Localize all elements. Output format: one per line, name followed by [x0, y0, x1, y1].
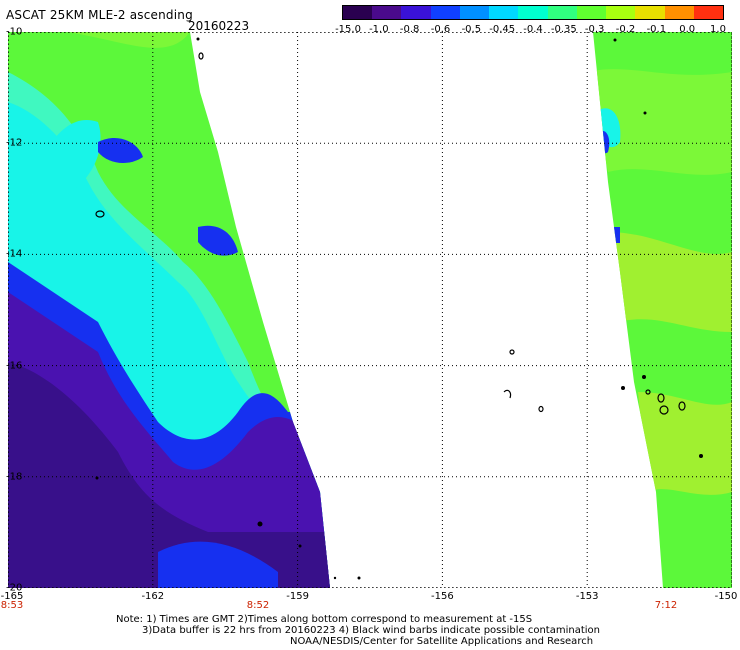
- colorbar-label: -0.45: [489, 24, 516, 35]
- colorbar-label: -0.8: [399, 24, 420, 35]
- latitude-label: -20: [6, 582, 23, 594]
- colorbar-swatch: [518, 6, 548, 19]
- longitude-label: -165: [0, 591, 24, 602]
- footnote-line-2: 3)Data buffer is 22 hrs from 20160223 4)…: [142, 625, 600, 636]
- map-plot: [8, 32, 732, 588]
- colorbar-label: -0.4: [523, 24, 543, 35]
- longitude-label: -150: [714, 591, 738, 602]
- colorbar-label: -0.3: [584, 24, 605, 35]
- contamination-barbs: [95, 37, 703, 580]
- longitude-label: -156: [431, 591, 454, 602]
- footnote-line-1: Note: 1) Times are GMT 2)Times along bot…: [116, 614, 533, 625]
- colorbar-label: -0.35: [550, 24, 577, 35]
- colorbar-label: 0.0: [679, 24, 696, 35]
- colorbar: [342, 5, 724, 20]
- colorbar-label: -0.6: [430, 24, 451, 35]
- colorbar-label: -0.5: [461, 24, 482, 35]
- latitude-label: -18: [6, 471, 23, 483]
- footnote: Note: 1) Times are GMT 2)Times along bot…: [116, 614, 600, 647]
- colorbar-swatch: [693, 6, 724, 19]
- colorbar-label: -15.0: [335, 24, 361, 35]
- island-outlines: [95, 52, 686, 415]
- footnote-line-3: NOAA/NESDIS/Center for Satellite Applica…: [290, 636, 594, 647]
- colorbar-swatch: [547, 6, 577, 19]
- colorbar-swatch: [343, 6, 373, 19]
- colorbar-swatch: [489, 6, 519, 19]
- map-frame: [8, 32, 732, 588]
- colorbar-label: -0.1: [646, 24, 667, 35]
- colorbar-swatch: [576, 6, 607, 19]
- map-date: 20160223: [188, 19, 250, 33]
- latitude-label: -10: [6, 26, 23, 38]
- colorbar-label: 1.0: [710, 24, 726, 35]
- colorbar-label: -1.0: [369, 24, 389, 35]
- colorbar-swatch: [635, 6, 665, 19]
- graticule: [8, 32, 732, 588]
- colorbar-swatch: [372, 6, 402, 19]
- map-title: ASCAT 25KM MLE-2 ascending: [6, 8, 193, 22]
- colorbar-swatch: [430, 6, 460, 19]
- longitude-label: -153: [575, 591, 599, 602]
- colorbar-swatch: [606, 6, 636, 19]
- colorbar-swatch: [401, 6, 431, 19]
- colorbar-swatch: [664, 6, 694, 19]
- time-middle: 8:52: [246, 600, 270, 611]
- colorbar-label: -0.2: [615, 24, 636, 35]
- colorbar-swatch: [459, 6, 490, 19]
- longitude-label: -159: [286, 591, 309, 602]
- latitude-label: -12: [6, 137, 23, 149]
- time-right: 7:12: [654, 600, 678, 611]
- time-left: 8:53: [0, 600, 24, 611]
- latitude-label: -14: [6, 248, 23, 260]
- longitude-label: -162: [141, 591, 165, 602]
- latitude-label: -16: [6, 360, 23, 372]
